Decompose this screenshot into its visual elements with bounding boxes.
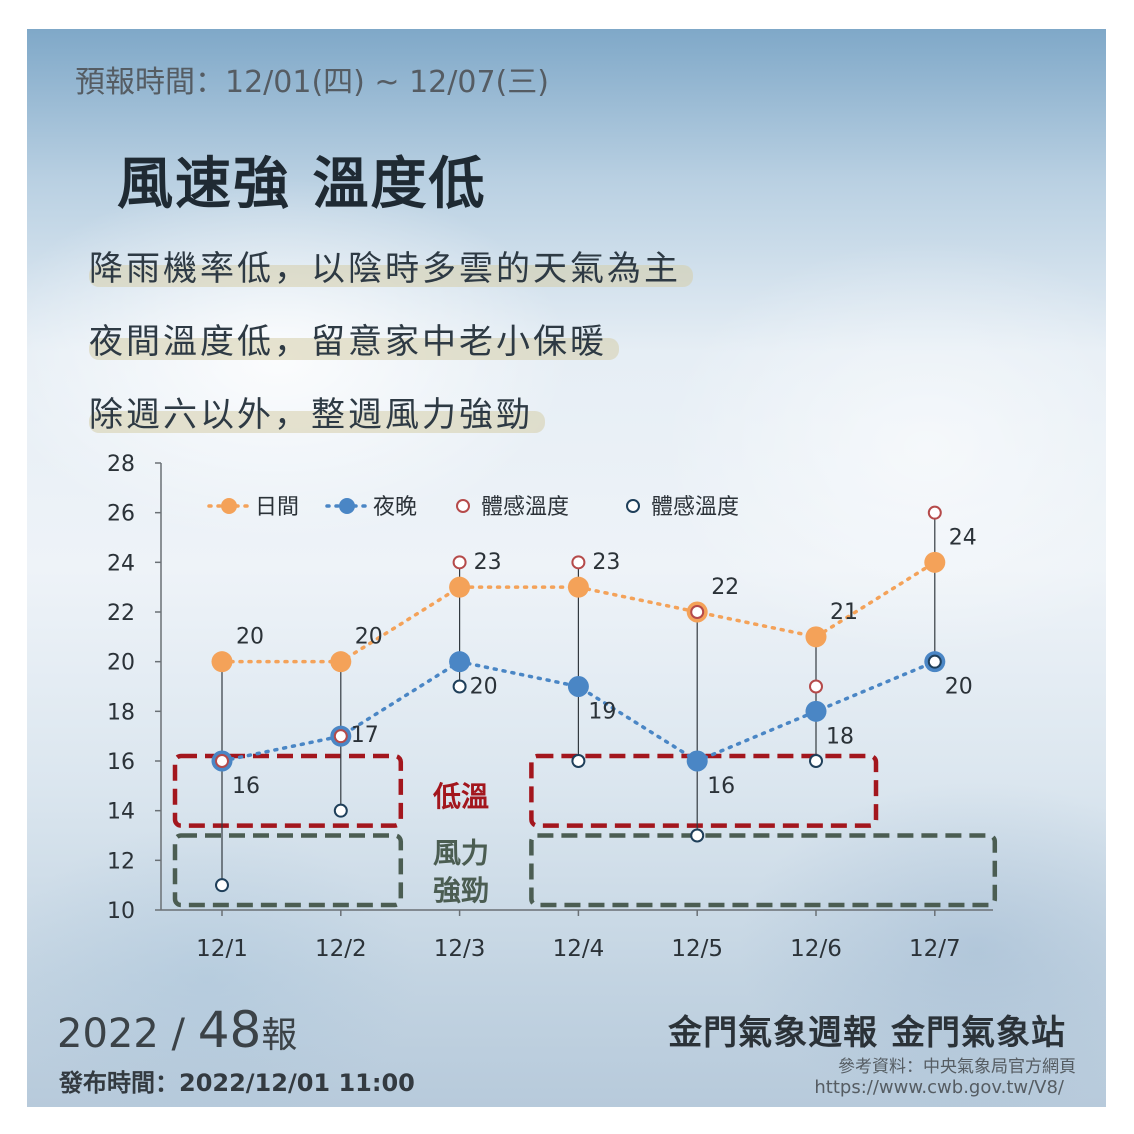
day-value-label: 22 (711, 575, 739, 600)
day-point (567, 576, 589, 598)
issue-suffix: 報 (261, 1015, 298, 1056)
summary-text: 降雨機率低，以陰時多雲的天氣為主 (89, 249, 681, 289)
reference-label: 參考資料：中央氣象局官方網頁 (838, 1057, 1076, 1077)
annotation-box (172, 833, 404, 908)
release-time: 發布時間：2022/12/01 11:00 (59, 1069, 415, 1097)
y-tick-label: 14 (107, 800, 135, 825)
day-value-label: 20 (355, 625, 383, 650)
summary-text: 夜間溫度低，留意家中老小保暖 (89, 322, 607, 362)
feels-like-night-point (215, 878, 229, 893)
issue-label: 2022 / 48報 (57, 1001, 297, 1059)
day-value-label: 23 (474, 550, 502, 575)
day-point (330, 651, 352, 673)
brand-title: 金門氣象週報 金門氣象站 (668, 1013, 1066, 1053)
night-value-label: 20 (470, 675, 498, 700)
night-point (686, 750, 708, 772)
feels-like-day-point (452, 555, 467, 570)
night-value-label: 16 (232, 774, 260, 799)
y-tick-label: 26 (107, 502, 135, 527)
feels-like-night-point (333, 803, 348, 818)
day-point (805, 626, 827, 648)
feels-like-day-point (927, 505, 942, 520)
y-tick-label: 28 (107, 452, 135, 477)
x-tick-label: 12/3 (434, 936, 486, 962)
feels-like-night-point (571, 754, 586, 768)
feels-like-day-point (333, 729, 348, 744)
day-value-label: 24 (949, 525, 977, 550)
issue-year: 2022 / (57, 1011, 185, 1057)
summary-line-rain: 降雨機率低，以陰時多雲的天氣為主 (89, 241, 693, 290)
day-point (449, 576, 471, 598)
annotation-box (172, 753, 404, 828)
day-point (211, 651, 233, 673)
summary-line-wind: 除週六以外，整週風力強勁 (89, 387, 545, 436)
poster: 預報時間：12/01(四) ~ 12/07(三) 風速強 溫度低 降雨機率低，以… (27, 29, 1106, 1107)
feels-like-night-point (452, 679, 467, 694)
legend-label: 夜晚 (373, 495, 417, 520)
x-tick-label: 12/1 (196, 936, 248, 962)
legend-marker (221, 498, 237, 514)
annotation-box (529, 753, 879, 828)
highlight-bar (89, 411, 545, 433)
feels-like-night-point (809, 754, 823, 768)
night-point (567, 676, 589, 697)
highlight-bar (89, 265, 693, 287)
feels-like-day-point (215, 754, 229, 768)
day-value-label: 20 (236, 625, 264, 650)
annotation-label: 風力 (433, 836, 489, 869)
x-tick-label: 12/4 (553, 936, 605, 962)
y-tick-label: 24 (107, 551, 135, 576)
highlight-bar (89, 338, 619, 360)
feels-like-night-point (690, 828, 705, 843)
y-tick-label: 22 (107, 601, 135, 626)
legend-marker (339, 498, 355, 514)
annotation-label: 低溫 (432, 780, 489, 813)
y-tick-label: 18 (107, 700, 135, 725)
night-value-label: 16 (707, 774, 735, 799)
legend-label: 日間 (255, 495, 299, 520)
headline: 風速強 溫度低 (117, 152, 487, 217)
legend-label: 體感溫度 (481, 495, 569, 520)
y-tick-label: 16 (107, 750, 135, 775)
day-value-label: 23 (592, 550, 620, 575)
annotation-box (529, 833, 998, 908)
feels-like-day-point (690, 605, 705, 619)
night-value-label: 17 (351, 723, 379, 748)
y-tick-label: 20 (107, 651, 135, 676)
night-point (805, 700, 827, 722)
x-tick-label: 12/6 (790, 936, 842, 962)
annotation-label: 強勁 (433, 874, 489, 907)
feels-like-day-point (571, 555, 586, 570)
night-value-label: 20 (945, 675, 973, 700)
forecast-period: 預報時間：12/01(四) ~ 12/07(三) (75, 65, 549, 100)
issue-number: 48 (197, 1001, 262, 1059)
night-point (449, 651, 471, 673)
day-point (924, 551, 946, 573)
reference-url: https://www.cwb.gov.tw/V8/ (814, 1077, 1064, 1098)
x-tick-label: 12/2 (315, 936, 367, 962)
y-tick-label: 10 (107, 899, 135, 924)
feels-like-night-point (927, 654, 942, 669)
summary-line-night: 夜間溫度低，留意家中老小保暖 (89, 314, 619, 363)
summary-text: 除週六以外，整週風力強勁 (89, 395, 533, 435)
y-tick-label: 12 (107, 849, 135, 874)
x-tick-label: 12/5 (671, 936, 723, 962)
legend-marker (626, 499, 640, 513)
night-value-label: 18 (826, 724, 854, 749)
feels-like-day-point (809, 679, 823, 694)
x-tick-label: 12/7 (909, 936, 961, 962)
legend-marker (456, 499, 470, 513)
day-value-label: 21 (830, 600, 858, 625)
night-value-label: 19 (588, 700, 616, 725)
legend-label: 體感溫度 (651, 495, 739, 520)
temperature-chart: 10 12 14 16 18 20 22 24 26 28 12/1 12/2 12/3 12/4 12/5… (107, 452, 998, 962)
